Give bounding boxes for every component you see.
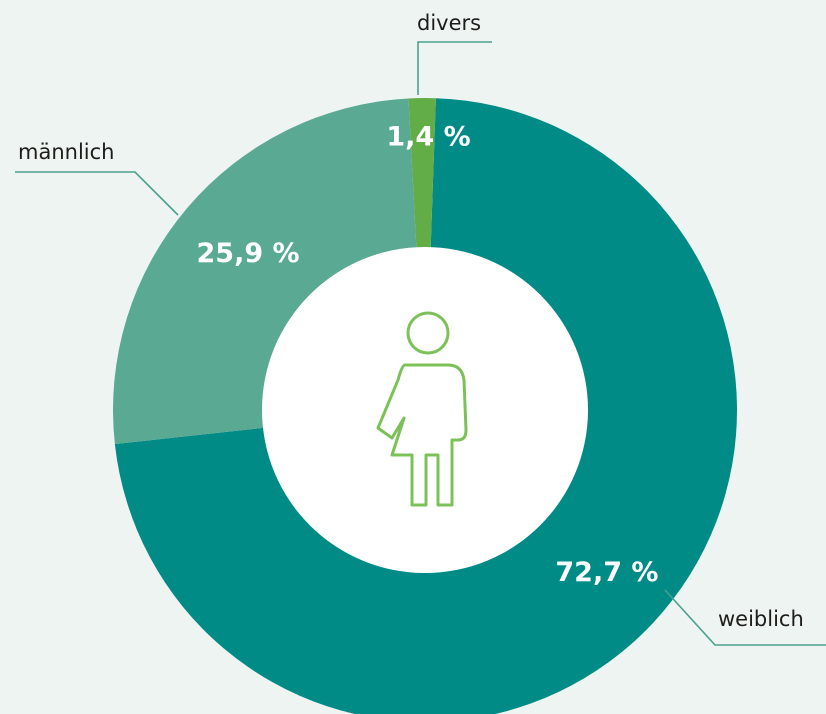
leader-line	[15, 171, 179, 216]
category-label: divers	[417, 11, 481, 35]
category-label: männlich	[18, 140, 114, 164]
leader-line	[664, 589, 826, 646]
value-label: 25,9 %	[197, 238, 300, 269]
value-label: 72,7 %	[555, 557, 658, 588]
person-icon	[376, 311, 468, 507]
donut-hole	[262, 247, 588, 573]
leader-line	[417, 41, 492, 95]
category-label: weiblich	[718, 607, 804, 631]
value-label: 1,4 %	[386, 122, 470, 153]
